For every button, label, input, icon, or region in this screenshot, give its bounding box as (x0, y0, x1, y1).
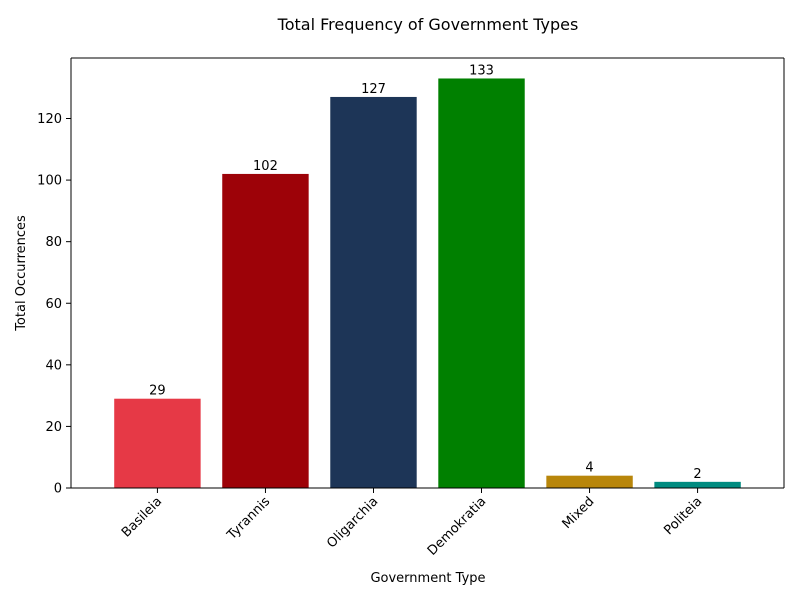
x-tick-label-demokratia: Demokratia (425, 494, 489, 558)
y-tick-label: 0 (54, 482, 62, 497)
y-tick-label: 20 (45, 420, 62, 435)
data-label-politeia: 2 (693, 467, 701, 482)
x-tick-label-oligarchia: Oligarchia (324, 494, 381, 551)
x-tick-label-politeia: Politeia (661, 494, 705, 538)
y-axis-label: Total Occurrences (14, 215, 29, 332)
bar-mixed (546, 475, 633, 488)
bar-tyrannis (222, 173, 309, 488)
y-tick-label: 120 (37, 112, 62, 127)
bar-oligarchia (330, 96, 417, 488)
chart-title: Total Frequency of Government Types (277, 15, 579, 34)
x-tick-label-tyrannis: Tyrannis (224, 494, 274, 544)
x-axis-label: Government Type (370, 571, 485, 586)
y-tick-label: 40 (45, 358, 62, 373)
bar-basileia (114, 398, 201, 488)
y-tick-label: 100 (37, 174, 62, 189)
x-tick-label-mixed: Mixed (560, 494, 598, 532)
y-tick-label: 60 (45, 297, 62, 312)
bar-politeia (654, 481, 741, 488)
data-label-basileia: 29 (149, 384, 166, 399)
y-tick-label: 80 (45, 235, 62, 250)
data-label-mixed: 4 (585, 461, 593, 476)
data-label-tyrannis: 102 (253, 159, 278, 174)
x-tick-label-basileia: Basileia (119, 494, 165, 540)
bar-demokratia (438, 78, 525, 488)
data-label-demokratia: 133 (469, 63, 494, 78)
data-label-oligarchia: 127 (361, 82, 386, 97)
